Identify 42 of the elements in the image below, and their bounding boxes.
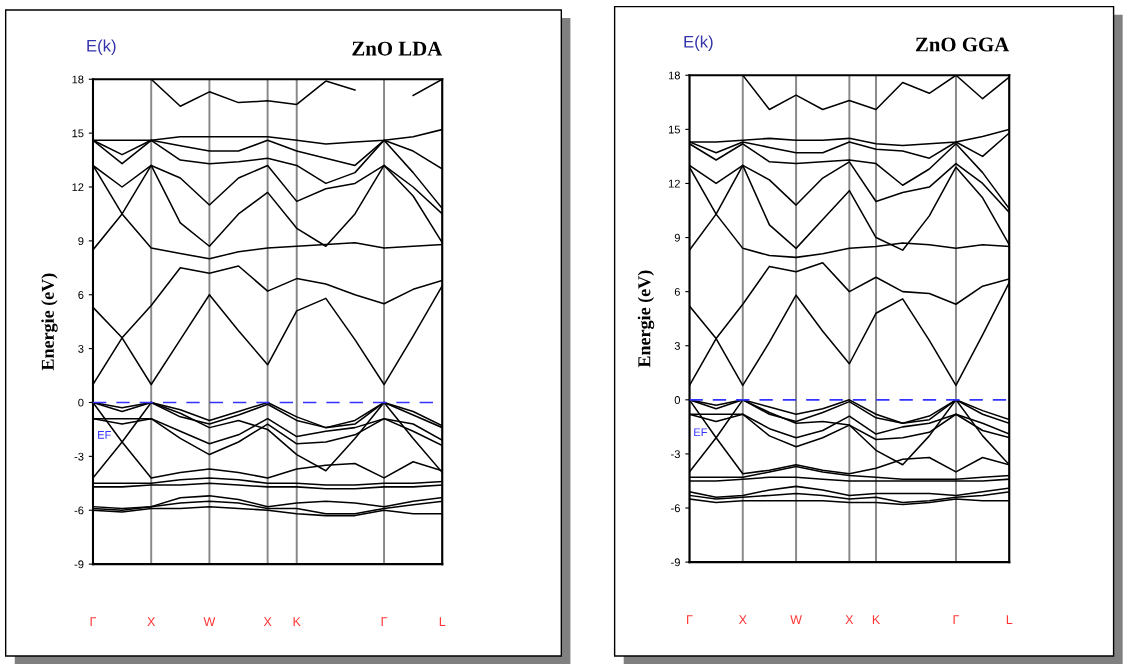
y-tick-label: 12 [72, 183, 84, 192]
y-tick-label: 15 [668, 125, 680, 134]
x-tick-label: W [203, 617, 216, 626]
x-tick-label: Γ [953, 615, 960, 624]
y-axis-title: Energie (eV) [41, 273, 58, 371]
y-tick-label: -9 [74, 560, 84, 569]
y-tick-label: -3 [671, 450, 680, 459]
x-tick-label: W [790, 615, 802, 624]
x-tick-label: K [872, 615, 881, 624]
x-tick-label: X [845, 615, 854, 624]
ref-line-label: EF [98, 431, 111, 439]
y-tick-label: 15 [72, 129, 84, 138]
y-tick-label: 9 [674, 233, 680, 242]
text: E(k) [87, 39, 116, 55]
x-tick-label: L [439, 617, 446, 626]
y-tick-label: -3 [74, 452, 84, 461]
y-tick-label: 9 [78, 237, 84, 246]
x-tick-label: X [738, 615, 747, 624]
y-axis-title: Energie (eV) [637, 270, 655, 368]
x-tick-label: Γ [90, 617, 97, 626]
x-tick-label: X [147, 617, 156, 626]
x-tick-label: X [263, 617, 272, 626]
y-tick-label: -9 [671, 558, 680, 567]
x-tick-label: K [293, 617, 301, 626]
y-tick-label: 3 [674, 342, 680, 350]
ref-line-label: EF [694, 428, 708, 437]
y-tick-label: 12 [668, 179, 680, 188]
y-tick-label: 6 [674, 287, 680, 296]
y-tick-label: 6 [78, 291, 84, 299]
chart-title: ZnO GGA [915, 37, 1010, 52]
y-tick-label: 0 [674, 396, 681, 404]
y-tick-label: 18 [668, 71, 680, 80]
y-tick-label: -6 [74, 506, 84, 515]
x-tick-label: L [1006, 615, 1013, 624]
text: E(k) [684, 35, 713, 51]
chart-title: ZnO LDA [352, 41, 443, 56]
y-tick-label: 0 [78, 398, 84, 407]
x-tick-label: Γ [381, 617, 388, 626]
y-tick-label: -6 [671, 504, 680, 513]
x-tick-label: Γ [687, 615, 693, 624]
y-tick-label: 3 [78, 344, 84, 353]
y-tick-label: 18 [72, 75, 84, 84]
